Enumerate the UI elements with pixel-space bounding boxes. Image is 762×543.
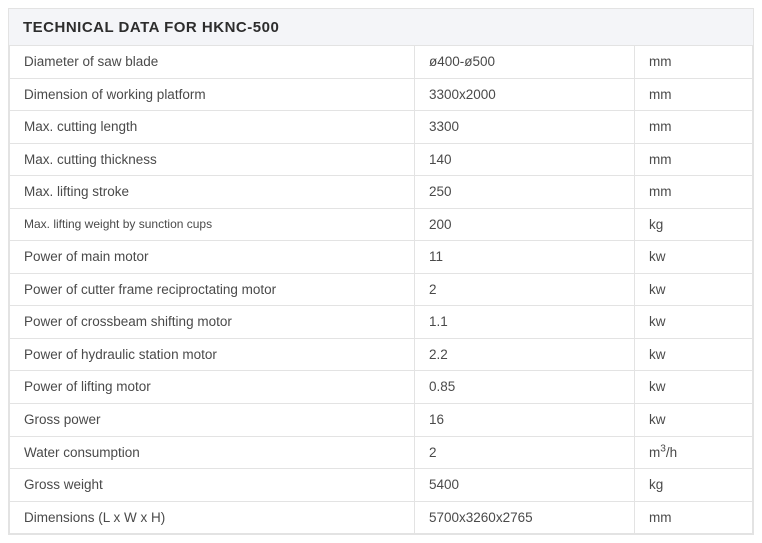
param-cell: Dimension of working platform [10,78,415,111]
unit-cell: mm [635,111,753,144]
unit-cell: mm [635,501,753,534]
param-cell: Power of cutter frame reciproctating mot… [10,273,415,306]
param-cell: Power of hydraulic station motor [10,338,415,371]
unit-cell: kw [635,371,753,404]
table-header: TECHNICAL DATA FOR HKNC-500 [9,9,753,45]
value-cell: 2.2 [415,338,635,371]
table-title: TECHNICAL DATA FOR HKNC-500 [23,19,279,36]
table-row: Max. lifting stroke250mm [10,176,753,209]
value-cell: 16 [415,404,635,437]
unit-cell: m3/h [635,436,753,469]
param-cell: Max. lifting stroke [10,176,415,209]
value-cell: 3300x2000 [415,78,635,111]
unit-cell: kw [635,338,753,371]
param-cell: Max. cutting thickness [10,143,415,176]
table-row: Max. cutting length3300mm [10,111,753,144]
unit-cell: mm [635,78,753,111]
table-row: Gross power16kw [10,404,753,437]
value-cell: 250 [415,176,635,209]
value-cell: 5700x3260x2765 [415,501,635,534]
table-row: Power of lifting motor0.85kw [10,371,753,404]
param-cell: Max. cutting length [10,111,415,144]
table-row: Dimensions (L x W x H)5700x3260x2765mm [10,501,753,534]
table-row: Power of crossbeam shifting motor1.1kw [10,306,753,339]
unit-cell: kg [635,208,753,241]
param-cell: Power of main motor [10,241,415,274]
table-row: Power of cutter frame reciproctating mot… [10,273,753,306]
unit-cell: kg [635,469,753,502]
value-cell: 5400 [415,469,635,502]
param-cell: Diameter of saw blade [10,46,415,79]
unit-cell: kw [635,273,753,306]
param-cell: Gross weight [10,469,415,502]
value-cell: 140 [415,143,635,176]
param-cell: Power of crossbeam shifting motor [10,306,415,339]
value-cell: 2 [415,436,635,469]
param-cell: Max. lifting weight by sunction cups [10,208,415,241]
unit-cell: mm [635,176,753,209]
table-row: Diameter of saw bladeø400-ø500mm [10,46,753,79]
param-cell: Gross power [10,404,415,437]
table-row: Power of hydraulic station motor2.2kw [10,338,753,371]
table-row: Water consumption2m3/h [10,436,753,469]
unit-cell: mm [635,143,753,176]
spec-table: Diameter of saw bladeø400-ø500mmDimensio… [9,45,753,534]
value-cell: 200 [415,208,635,241]
value-cell: 3300 [415,111,635,144]
value-cell: 11 [415,241,635,274]
table-row: Power of main motor11kw [10,241,753,274]
table-row: Max. cutting thickness140mm [10,143,753,176]
table-row: Max. lifting weight by sunction cups200k… [10,208,753,241]
unit-cell: kw [635,306,753,339]
table-row: Gross weight5400kg [10,469,753,502]
value-cell: 2 [415,273,635,306]
unit-cell: kw [635,404,753,437]
param-cell: Power of lifting motor [10,371,415,404]
technical-data-table: TECHNICAL DATA FOR HKNC-500 Diameter of … [8,8,754,535]
value-cell: ø400-ø500 [415,46,635,79]
param-cell: Dimensions (L x W x H) [10,501,415,534]
value-cell: 1.1 [415,306,635,339]
unit-cell: mm [635,46,753,79]
unit-cell: kw [635,241,753,274]
param-cell: Water consumption [10,436,415,469]
table-row: Dimension of working platform3300x2000mm [10,78,753,111]
value-cell: 0.85 [415,371,635,404]
